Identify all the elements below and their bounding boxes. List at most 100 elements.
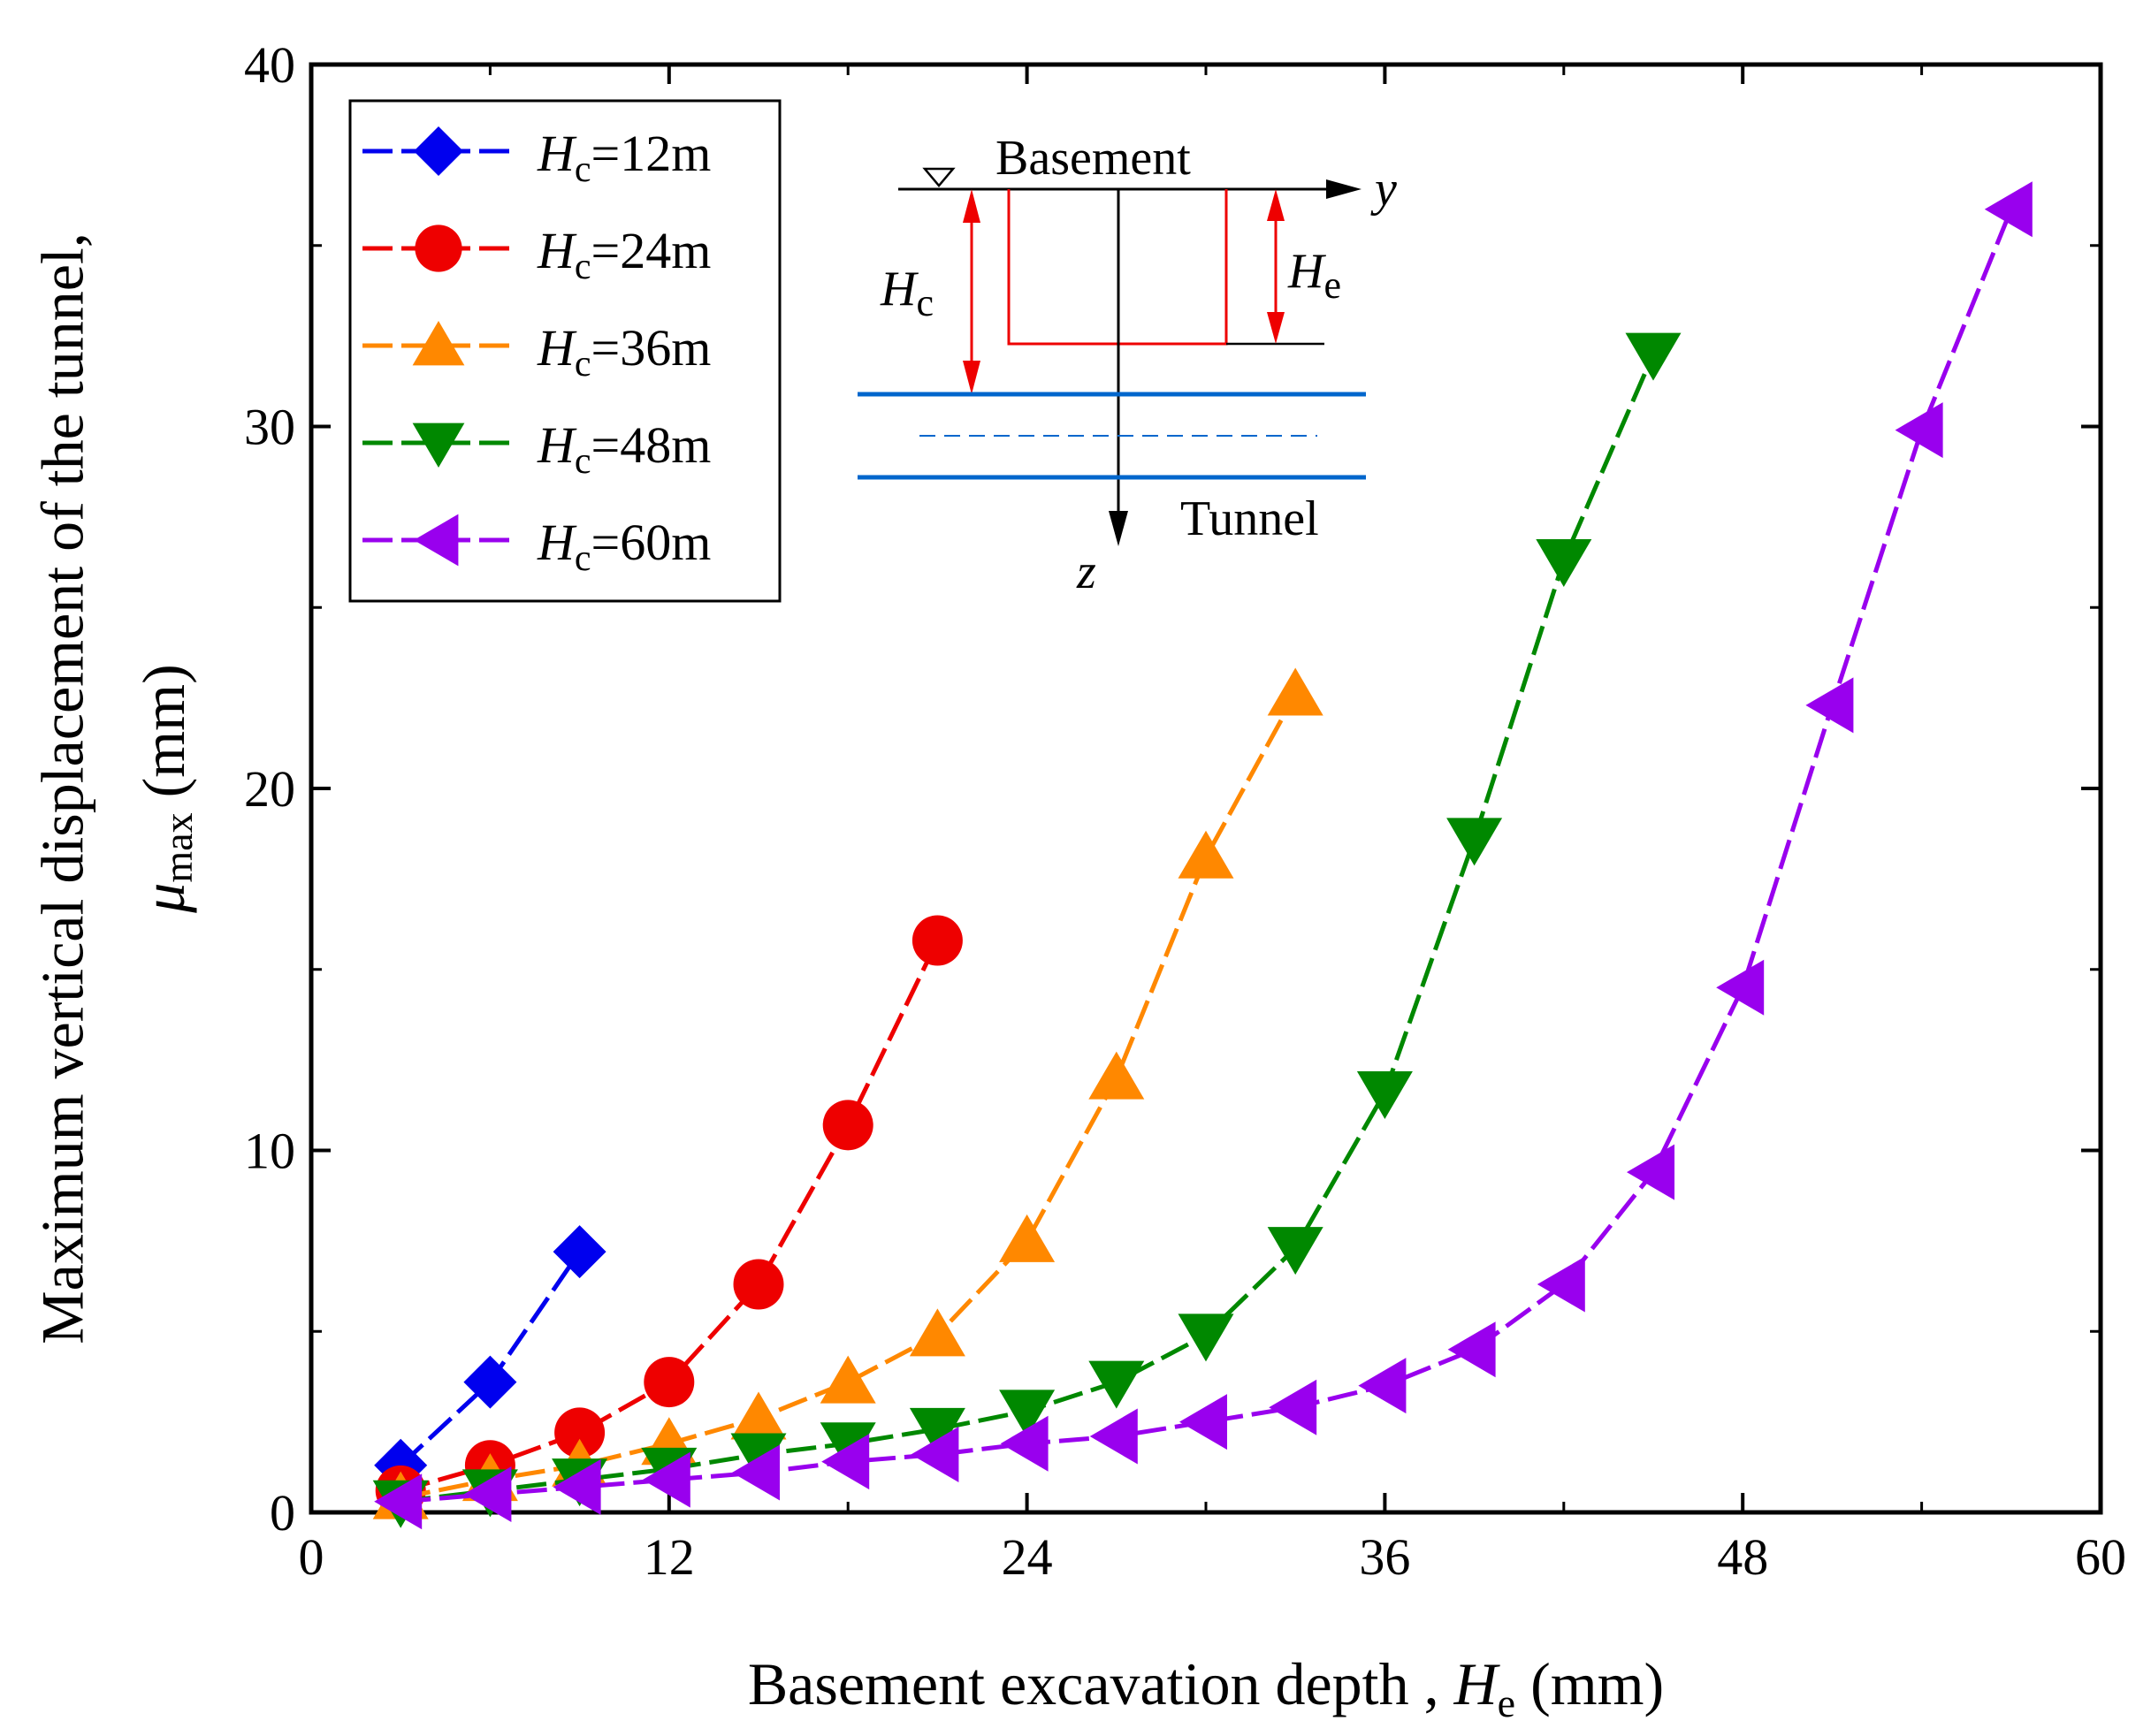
data-point	[1627, 1144, 1674, 1200]
data-point	[1895, 402, 1943, 459]
legend-label-var: H	[537, 416, 577, 474]
data-point	[909, 1308, 965, 1357]
legend-marker	[414, 514, 459, 567]
legend-label: Hc=12m	[537, 125, 711, 190]
x-tick-label: 60	[2075, 1528, 2126, 1586]
legend-label-sub: c	[575, 344, 591, 385]
data-point	[821, 1434, 870, 1490]
data-point	[822, 1100, 873, 1151]
inset-z-label: z	[1076, 544, 1096, 599]
data-point	[1267, 667, 1323, 716]
inset-he-label: He	[1287, 244, 1341, 307]
series-Hc=12m	[374, 1225, 606, 1492]
x-tick-label: 0	[299, 1528, 324, 1586]
y-axis-title-var: μ	[130, 883, 197, 914]
data-point	[909, 1407, 965, 1456]
data-point	[1179, 1394, 1227, 1450]
data-point	[1625, 332, 1682, 381]
data-point	[1984, 181, 2033, 238]
x-axis-title-unit: (mm)	[1515, 1650, 1664, 1717]
legend-label-var: H	[537, 125, 577, 182]
inset-he-var: H	[1287, 244, 1326, 299]
inset-he-arrowhead-top	[1267, 189, 1285, 221]
series-line	[400, 939, 940, 1493]
data-point	[642, 1451, 690, 1508]
series-line	[400, 693, 1298, 1501]
legend-label-var: H	[537, 319, 577, 377]
inset-hc-var: H	[880, 262, 919, 316]
data-point	[911, 1426, 959, 1482]
x-axis-title-main: Basement excavation depth ,	[748, 1650, 1454, 1717]
x-tick-label: 12	[644, 1528, 695, 1586]
data-point	[1716, 959, 1765, 1016]
inset-water-table-icon	[922, 167, 956, 187]
y-tick-label: 10	[244, 1123, 295, 1180]
y-axis-title-line2: μmax (mm)	[130, 664, 201, 913]
legend-label-value: =48m	[591, 416, 712, 474]
series-group	[372, 181, 2033, 1530]
legend-label: Hc=36m	[537, 319, 711, 385]
legend-marker	[412, 423, 465, 468]
data-point	[1356, 1070, 1413, 1119]
inset-hc-arrowhead-top	[963, 189, 980, 223]
series-Hc=36m	[372, 667, 1323, 1519]
inset-tunnel-label: Tunnel	[1180, 491, 1319, 546]
data-point	[733, 1259, 784, 1310]
legend-label-var: H	[537, 514, 577, 571]
data-point	[644, 1357, 695, 1408]
data-point	[1537, 1256, 1585, 1313]
data-point	[463, 1355, 517, 1409]
legend-marker	[415, 225, 462, 272]
y-tick-label: 20	[244, 760, 295, 818]
y-tick-label: 0	[270, 1484, 295, 1542]
inset-hc-arrowhead-bottom	[963, 361, 980, 394]
y-tick-label: 40	[244, 36, 295, 94]
y-axis-title-2: μmax (mm)	[130, 664, 201, 913]
data-point	[374, 1473, 423, 1530]
x-axis-title: Basement excavation depth , He (mm)	[748, 1650, 1664, 1725]
data-point	[1536, 539, 1592, 588]
data-point	[820, 1355, 876, 1404]
data-point	[1178, 830, 1234, 879]
inset-y-arrowhead	[1326, 179, 1362, 199]
data-point	[463, 1466, 512, 1523]
legend-label-sub: c	[575, 538, 591, 579]
data-point	[553, 1458, 601, 1515]
data-point	[1000, 1415, 1049, 1472]
x-axis-title-var: H	[1453, 1650, 1501, 1717]
legend-label-value: =12m	[591, 125, 712, 182]
inset-y-label: y	[1370, 162, 1397, 217]
y-axis-title-sub: max	[156, 812, 201, 882]
legend-marker	[414, 126, 463, 176]
legend-label-sub: c	[575, 149, 591, 190]
x-tick-label: 48	[1717, 1528, 1768, 1586]
legend-label-value: =60m	[591, 514, 712, 571]
legend-label-value: =24m	[591, 222, 712, 279]
data-point	[1178, 1313, 1234, 1362]
y-axis-title-unit: (mm)	[130, 664, 197, 812]
data-point	[999, 1390, 1056, 1438]
legend-label: Hc=48m	[537, 416, 711, 482]
x-tick-label: 36	[1359, 1528, 1410, 1586]
data-point	[1089, 1408, 1138, 1465]
legend-label: Hc=60m	[537, 514, 711, 579]
inset-he-sub: e	[1323, 263, 1341, 307]
legend-label-value: =36m	[591, 319, 712, 377]
data-point	[1088, 1360, 1145, 1409]
data-point	[912, 915, 963, 966]
legend-marker	[412, 321, 465, 366]
data-point	[1805, 677, 1854, 734]
x-tick-label: 24	[1002, 1528, 1053, 1586]
data-point	[1447, 1321, 1496, 1378]
series-Hc=60m	[374, 181, 2033, 1530]
inset-basement-label: Basement	[995, 131, 1191, 186]
axes: 0 12 24 36 48 60 0 10 20 30 40	[244, 36, 2126, 1586]
data-point	[730, 1391, 787, 1440]
data-point	[732, 1444, 780, 1501]
inset-hc-label: Hc	[880, 262, 934, 324]
data-point	[1269, 1379, 1317, 1435]
data-point	[1267, 1227, 1323, 1275]
legend-label-sub: c	[575, 441, 591, 482]
inset-he-arrowhead-bottom	[1267, 312, 1285, 344]
